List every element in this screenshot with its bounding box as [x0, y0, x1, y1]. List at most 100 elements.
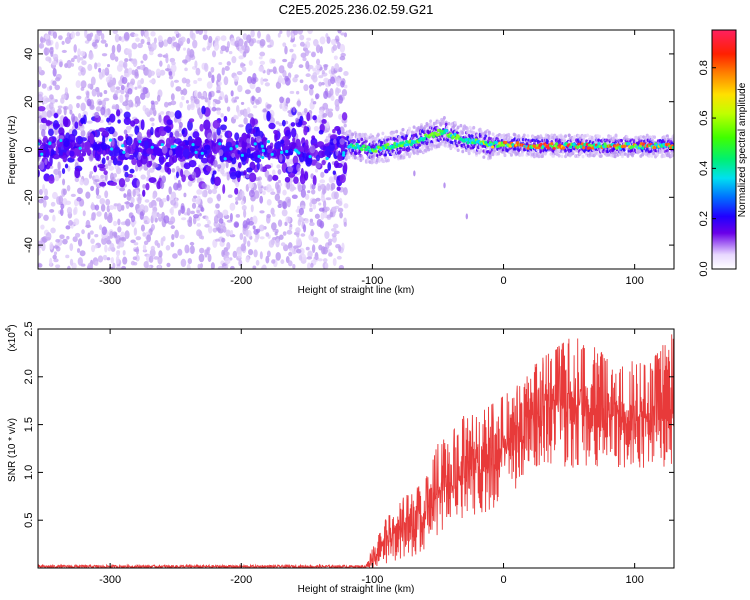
heatmap-cell: [289, 90, 295, 95]
y-tick-label: -20: [23, 189, 35, 205]
heatmap-cell: [144, 199, 150, 203]
heatmap-cell: [134, 86, 138, 90]
heatmap-cell: [334, 125, 341, 132]
heatmap-cell: [55, 264, 61, 269]
heatmap-cell: [296, 248, 302, 254]
heatmap-cell: [100, 174, 105, 179]
heatmap-cell: [115, 265, 122, 269]
heatmap-cell: [238, 124, 244, 128]
heatmap-cell: [298, 254, 303, 261]
heatmap-cell: [300, 167, 304, 178]
heatmap-cell: [235, 201, 239, 205]
heatmap-cell: [147, 218, 151, 223]
heatmap-cell: [106, 155, 110, 161]
heatmap-cell: [210, 66, 215, 73]
heatmap-cell: [239, 62, 245, 69]
heatmap-cell: [50, 227, 56, 234]
heatmap-cell: [95, 187, 100, 196]
heatmap-cell: [122, 150, 126, 154]
heatmap-cell: [436, 128, 441, 133]
heatmap-cell: [277, 219, 283, 227]
heatmap-cell: [208, 35, 213, 44]
heatmap-cell: [152, 109, 157, 117]
heatmap-cell: [257, 180, 262, 188]
heatmap-cell: [61, 49, 67, 54]
heatmap-cell: [190, 210, 195, 215]
heatmap-cell: [211, 50, 217, 58]
heatmap-cell: [302, 57, 307, 62]
heatmap-cell: [330, 76, 336, 85]
heatmap-cell: [41, 128, 46, 137]
heatmap-cell: [135, 37, 140, 43]
heatmap-cell: [189, 30, 194, 39]
heatmap-cell: [106, 215, 112, 223]
heatmap-cell: [129, 120, 136, 127]
colorbar-tick-label: 0.0: [698, 261, 710, 276]
heatmap-cell: [115, 250, 121, 257]
heatmap-cell: [75, 232, 81, 238]
heatmap-cell: [257, 30, 261, 39]
heatmap-cell: [87, 262, 94, 269]
heatmap-cell: [108, 138, 113, 142]
heatmap-cell: [119, 187, 126, 192]
heatmap-cell: [235, 170, 242, 178]
heatmap-cell: [259, 251, 263, 260]
heatmap-cell: [131, 157, 138, 166]
heatmap-cell: [320, 171, 325, 178]
heatmap-cell: [86, 120, 93, 124]
heatmap-cell: [183, 192, 187, 198]
heatmap-cell: [121, 204, 125, 211]
heatmap-cell: [186, 104, 191, 111]
heatmap-cell: [194, 98, 200, 105]
heatmap-cell: [77, 48, 81, 57]
heatmap-cell: [75, 147, 81, 157]
heatmap-cell: [231, 152, 235, 159]
heatmap-cell: [49, 46, 54, 51]
heatmap-cell: [311, 189, 316, 195]
heatmap-cell: [206, 81, 213, 89]
heatmap-cell: [265, 255, 270, 264]
heatmap-cell: [180, 258, 187, 268]
heatmap-cell: [513, 147, 517, 151]
colorbar-tick-label: 0.2: [698, 211, 710, 226]
heatmap-cell: [285, 97, 291, 104]
heatmap-cell: [117, 226, 122, 233]
heatmap-cell: [341, 88, 348, 97]
heatmap-cell: [76, 54, 81, 64]
heatmap-cell: [333, 160, 339, 169]
heatmap-cell: [327, 249, 331, 253]
heatmap-cell: [466, 141, 470, 145]
heatmap-cell: [306, 256, 313, 260]
heatmap-cell: [169, 208, 173, 214]
heatmap-cell: [242, 220, 248, 229]
heatmap-cell: [307, 250, 313, 258]
heatmap-cell: [288, 247, 295, 252]
heatmap-cell: [229, 213, 233, 222]
heatmap-cell: [325, 197, 332, 201]
heatmap-cell: [48, 128, 54, 137]
heatmap-cell: [54, 174, 60, 182]
heatmap-cell: [258, 56, 263, 60]
heatmap-cell: [94, 233, 99, 238]
heatmap-cell: [581, 154, 585, 159]
heatmap-cell: [315, 64, 321, 70]
heatmap-cell: [333, 191, 339, 200]
heatmap-cell: [280, 139, 285, 145]
heatmap-cell: [241, 66, 247, 73]
heatmap-cell: [341, 112, 348, 121]
heatmap-cell: [282, 201, 288, 210]
heatmap-cell: [306, 262, 311, 269]
heatmap-cell: [167, 102, 172, 106]
heatmap-cell: [526, 134, 530, 138]
heatmap-cell: [94, 204, 100, 211]
heatmap-cell: [170, 80, 175, 88]
heatmap-cell: [144, 107, 150, 116]
heatmap-cell: [118, 36, 122, 41]
heatmap-cell: [68, 219, 74, 226]
heatmap-cell: [104, 237, 108, 242]
heatmap-cell: [275, 121, 280, 125]
heatmap-cell: [441, 139, 445, 144]
heatmap-cell: [197, 263, 201, 269]
heatmap-cell: [80, 86, 85, 91]
heatmap-cell: [172, 205, 178, 209]
